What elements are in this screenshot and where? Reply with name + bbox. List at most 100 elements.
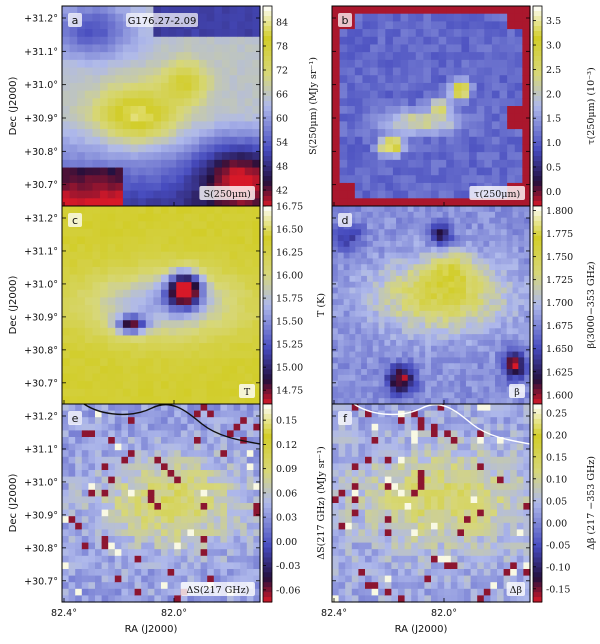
heatmap-cell <box>207 282 215 290</box>
heatmap-cell <box>247 510 254 517</box>
heatmap-cell <box>332 589 339 596</box>
heatmap-cell <box>146 313 154 321</box>
heatmap-cell <box>391 516 398 523</box>
heatmap-cell <box>370 60 378 68</box>
heatmap-cell <box>355 381 361 387</box>
heatmap-cell <box>431 328 437 334</box>
heatmap-cell <box>454 235 460 241</box>
heatmap-cell <box>495 282 501 288</box>
colorbar-step <box>533 66 542 72</box>
heatmap-cell <box>220 556 227 563</box>
heatmap-cell <box>439 37 447 45</box>
heatmap-cell <box>408 129 416 137</box>
heatmap-cell <box>69 450 76 457</box>
panel-e: eΔS(217 GHz)0.150.120.090.060.030.00-0.0… <box>8 404 327 635</box>
heatmap-cell <box>439 68 447 76</box>
heatmap-cell <box>489 369 495 375</box>
colorbar-step <box>533 310 542 316</box>
heatmap-cell <box>214 417 221 424</box>
heatmap-cell <box>446 114 454 122</box>
heatmap-cell <box>446 121 454 129</box>
heatmap-cell <box>153 121 161 129</box>
heatmap-cell <box>146 374 154 382</box>
heatmap-cell <box>391 496 398 503</box>
heatmap-cell <box>207 6 215 14</box>
heatmap-cell <box>85 297 93 305</box>
heatmap-cell <box>361 340 367 346</box>
heatmap-cell <box>194 463 201 470</box>
heatmap-cell <box>439 137 447 145</box>
heatmap-cell <box>222 381 230 389</box>
heatmap-cell <box>469 129 477 137</box>
heatmap-cell <box>365 529 372 536</box>
heatmap-cell <box>95 562 102 569</box>
heatmap-cell <box>115 404 122 411</box>
heatmap-cell <box>495 328 501 334</box>
heatmap-cell <box>141 444 148 451</box>
heatmap-cell <box>349 288 355 294</box>
heatmap-cell <box>507 129 515 137</box>
heatmap-cell <box>454 91 462 99</box>
heatmap-cell <box>153 29 161 37</box>
heatmap-cell <box>437 357 443 363</box>
heatmap-cell <box>489 311 495 317</box>
heatmap-cell <box>423 75 431 83</box>
heatmap-cell <box>431 582 438 589</box>
heatmap-cell <box>92 229 100 237</box>
heatmap-cell <box>108 244 116 252</box>
heatmap-cell <box>347 106 355 114</box>
heatmap-cell <box>230 358 238 366</box>
heatmap-cell <box>393 114 401 122</box>
heatmap-cell <box>418 503 425 510</box>
heatmap-cell <box>207 106 215 114</box>
heatmap-cell <box>448 328 454 334</box>
heatmap-cell <box>518 305 524 311</box>
heatmap-cell <box>424 562 431 569</box>
heatmap-cell <box>495 258 501 264</box>
heatmap-cell <box>234 496 241 503</box>
heatmap-cell <box>176 313 184 321</box>
heatmap-cell <box>379 299 385 305</box>
heatmap-cell <box>168 463 175 470</box>
heatmap-cell <box>379 212 385 218</box>
heatmap-cell <box>108 582 115 589</box>
heatmap-cell <box>390 352 396 358</box>
heatmap-cell <box>201 470 208 477</box>
heatmap-cell <box>454 160 462 168</box>
heatmap-cell <box>184 313 192 321</box>
heatmap-cell <box>252 267 260 275</box>
heatmap-cell <box>378 121 386 129</box>
heatmap-cell <box>237 14 245 22</box>
heatmap-cell <box>423 137 431 145</box>
colorbar-step <box>263 290 272 296</box>
heatmap-cell <box>390 206 396 212</box>
heatmap-cell <box>121 470 128 477</box>
heatmap-cell <box>391 523 398 530</box>
colorbar-e: 0.150.120.090.060.030.00-0.03-0.06ΔS(217… <box>263 404 327 603</box>
heatmap-cell <box>100 358 108 366</box>
heatmap-cell <box>245 244 253 252</box>
heatmap-cell <box>85 267 93 275</box>
heatmap-cell <box>108 549 115 556</box>
heatmap-cell <box>169 244 177 252</box>
heatmap-cell <box>332 470 339 477</box>
heatmap-cell <box>332 276 338 282</box>
colorbar-step <box>533 36 542 42</box>
heatmap-cell <box>443 258 449 264</box>
heatmap-cell <box>454 29 462 37</box>
heatmap-cell <box>500 106 508 114</box>
colorbar-tick-label: 1.800 <box>546 206 573 217</box>
heatmap-cell <box>82 510 89 517</box>
heatmap-cell <box>414 305 420 311</box>
colorbar-tick-label: 48 <box>276 162 288 173</box>
heatmap-cell <box>230 381 238 389</box>
heatmap-cell <box>207 121 215 129</box>
heatmap-cell <box>174 411 181 418</box>
colorbar-tick-label: 16.75 <box>276 202 303 213</box>
heatmap-cell <box>184 221 192 229</box>
heatmap-cell <box>378 477 385 484</box>
heatmap-cell <box>518 258 524 264</box>
heatmap-cell <box>358 510 365 517</box>
heatmap-cell <box>115 68 123 76</box>
heatmap-cell <box>373 276 379 282</box>
